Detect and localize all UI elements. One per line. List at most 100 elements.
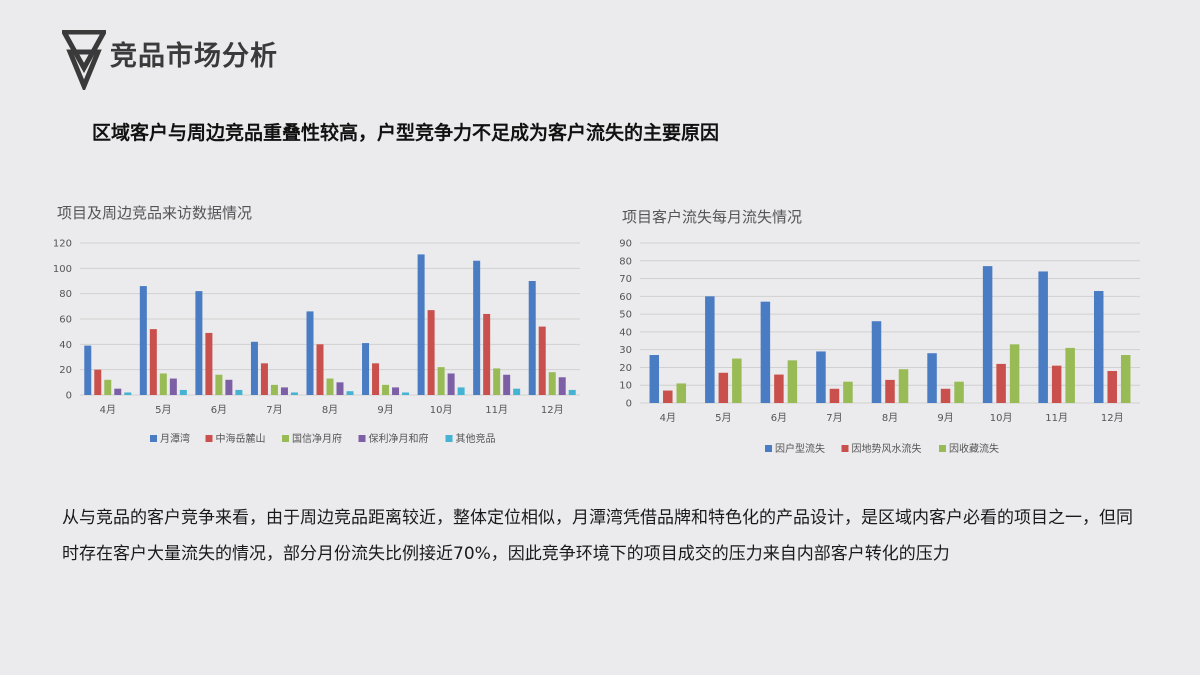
y-tick-label: 10 bbox=[619, 381, 632, 392]
legend-label: 因户型流失 bbox=[775, 442, 825, 455]
y-tick-label: 60 bbox=[619, 292, 632, 303]
y-tick-label: 0 bbox=[626, 399, 632, 410]
bar bbox=[195, 291, 203, 395]
bar bbox=[548, 372, 556, 395]
bar bbox=[649, 355, 660, 403]
legend-label: 因地势风水流失 bbox=[852, 442, 922, 455]
bar bbox=[336, 382, 344, 395]
bar bbox=[362, 343, 370, 395]
x-tick-label: 7月 bbox=[266, 404, 282, 416]
bar bbox=[816, 351, 826, 403]
y-tick-label: 30 bbox=[619, 345, 632, 356]
x-tick-label: 12月 bbox=[1101, 412, 1124, 424]
bar bbox=[1093, 291, 1104, 403]
bar bbox=[179, 389, 187, 395]
y-tick-label: 100 bbox=[53, 264, 72, 275]
x-tick-label: 6月 bbox=[771, 412, 787, 424]
bar bbox=[235, 389, 243, 395]
x-tick-label: 10月 bbox=[990, 412, 1013, 424]
bar bbox=[1009, 344, 1020, 403]
bar bbox=[392, 387, 400, 395]
bar bbox=[558, 377, 566, 395]
bar bbox=[457, 387, 465, 395]
body-paragraph: 从与竞品的客户竞争来看，由于周边竞品距离较近，整体定位相似，月潭湾凭借品牌和特色… bbox=[62, 508, 1133, 564]
legend-label: 月潭湾 bbox=[160, 432, 190, 445]
bar bbox=[215, 374, 223, 395]
x-tick-label: 11月 bbox=[1045, 412, 1068, 424]
x-tick-label: 8月 bbox=[882, 412, 898, 424]
bar bbox=[225, 379, 233, 395]
chart-title-visits: 项目及周边竞品来访数据情况 bbox=[57, 204, 253, 222]
bar bbox=[372, 363, 380, 395]
bar bbox=[676, 383, 687, 403]
bar bbox=[260, 363, 268, 395]
y-tick-label: 0 bbox=[66, 391, 72, 402]
x-tick-label: 4月 bbox=[100, 404, 116, 416]
bar bbox=[513, 388, 521, 395]
legend-label: 保利净月和府 bbox=[369, 432, 429, 445]
bar bbox=[124, 392, 132, 395]
bar bbox=[538, 326, 546, 395]
x-tick-label: 10月 bbox=[430, 404, 453, 416]
y-tick-label: 40 bbox=[59, 340, 72, 351]
x-tick-label: 5月 bbox=[155, 404, 171, 416]
y-tick-label: 60 bbox=[59, 315, 72, 326]
bar bbox=[996, 363, 1006, 403]
bar bbox=[447, 373, 455, 395]
y-tick-label: 40 bbox=[619, 327, 632, 338]
bar bbox=[1065, 347, 1075, 403]
legend-label: 其他竞品 bbox=[456, 432, 496, 445]
page-subtitle: 区域客户与周边竞品重叠性较高，户型竞争力不足成为客户流失的主要原因 bbox=[92, 122, 720, 144]
bar bbox=[417, 254, 425, 395]
legend-swatch bbox=[841, 445, 849, 452]
bar bbox=[139, 286, 147, 395]
bar bbox=[503, 374, 511, 395]
legend-swatch bbox=[445, 435, 453, 442]
bar bbox=[871, 321, 882, 403]
bar bbox=[774, 374, 784, 403]
bar bbox=[437, 367, 445, 395]
bar bbox=[306, 311, 314, 395]
bar bbox=[954, 381, 964, 403]
bar bbox=[1120, 355, 1131, 403]
bar bbox=[205, 332, 213, 395]
bar bbox=[940, 388, 951, 403]
bar bbox=[94, 369, 102, 395]
bar bbox=[159, 373, 167, 395]
chart-title-loss: 项目客户流失每月流失情况 bbox=[622, 208, 803, 226]
bar bbox=[402, 392, 410, 395]
legend-label: 国信净月府 bbox=[292, 432, 342, 445]
legend-swatch bbox=[358, 435, 366, 442]
x-tick-label: 4月 bbox=[660, 412, 676, 424]
bar bbox=[104, 379, 112, 395]
legend-swatch bbox=[939, 445, 946, 452]
bar bbox=[346, 391, 354, 395]
bar bbox=[290, 392, 298, 395]
bar bbox=[427, 310, 435, 395]
legend-label: 中海岳麓山 bbox=[216, 432, 266, 445]
bar bbox=[250, 341, 258, 395]
y-tick-label: 20 bbox=[59, 365, 72, 376]
bar bbox=[473, 260, 481, 395]
legend-swatch bbox=[150, 435, 157, 442]
bar bbox=[493, 368, 501, 395]
bar bbox=[568, 389, 576, 395]
bar bbox=[927, 353, 937, 403]
y-tick-label: 20 bbox=[619, 363, 632, 374]
bar bbox=[885, 379, 895, 403]
y-tick-label: 50 bbox=[619, 310, 632, 321]
x-tick-label: 5月 bbox=[715, 412, 731, 424]
bar bbox=[898, 369, 909, 403]
legend-swatch bbox=[765, 445, 772, 452]
y-tick-label: 120 bbox=[53, 239, 72, 250]
bar bbox=[382, 384, 390, 395]
bar bbox=[843, 381, 853, 403]
y-tick-label: 80 bbox=[59, 289, 72, 300]
legend-label: 因收藏流失 bbox=[949, 442, 999, 455]
double-triangle-icon bbox=[62, 30, 106, 90]
x-tick-label: 11月 bbox=[485, 404, 508, 416]
bar bbox=[705, 296, 715, 403]
bar bbox=[528, 281, 536, 395]
x-tick-label: 9月 bbox=[937, 412, 953, 424]
